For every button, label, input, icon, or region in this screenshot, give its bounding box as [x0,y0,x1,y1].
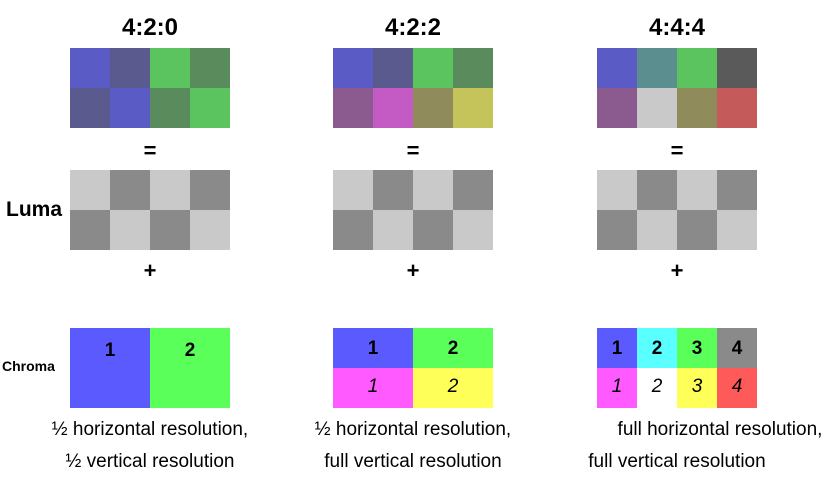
chroma-block-420-1: 1 [70,328,150,408]
chroma-block-422-top-2: 2 [413,328,493,368]
chroma-block-444-bottom-2: 2 [637,368,677,408]
luma-444-cell [677,170,717,210]
result-422-cell [373,48,413,88]
plus-sign-444: + [670,258,684,283]
chroma-block-444-top-2: 2 [637,328,677,368]
result-422-cell [413,48,453,88]
luma-422-cell [333,210,373,250]
plus-sign-422: + [406,258,420,283]
result-444-cell [677,48,717,88]
caption-420-line1: ½ horizontal resolution, [51,419,249,440]
result-422-cell [333,88,373,128]
result-422-cell [413,88,453,128]
chroma-block-444-bottom-3: 3 [677,368,717,408]
chroma-block-422-top-1: 1 [333,328,413,368]
chroma-block-444-bottom-1: 1 [597,368,637,408]
caption-444-line2: full vertical resolution [588,451,766,472]
luma-444-cell [637,170,677,210]
luma-420-cell [190,210,230,250]
result-444-cell [597,48,637,88]
chroma-block-444-top-4: 4 [717,328,757,368]
result-422-cell [453,88,493,128]
result-420-cell [150,88,190,128]
caption-422-line1: ½ horizontal resolution, [314,419,512,440]
chroma-block-420-2: 2 [150,328,230,408]
luma-422-cell [333,170,373,210]
luma-420-cell [70,210,110,250]
plus-sign-420: + [143,258,157,283]
luma-444-cell [597,210,637,250]
result-420-cell [70,48,110,88]
equals-sign-422: = [406,138,420,163]
result-420-cell [110,48,150,88]
luma-422-cell [413,170,453,210]
luma-420-cell [110,170,150,210]
luma-420-cell [150,170,190,210]
result-420-cell [190,48,230,88]
luma-420-cell [110,210,150,250]
caption-422-line2: full vertical resolution [324,451,502,472]
equals-sign-420: = [143,138,157,163]
result-420-cell [110,88,150,128]
luma-444-cell [597,170,637,210]
result-grid-444 [597,48,757,128]
result-444-cell [677,88,717,128]
chroma-block-444-bottom-4: 4 [717,368,757,408]
result-grid-422 [333,48,493,128]
chroma-block-444-top-3: 3 [677,328,717,368]
chroma-label: Chroma [2,358,55,374]
luma-420-cell [190,170,230,210]
panel-title-444: 4:4:4 [648,14,706,41]
result-420-cell [190,88,230,128]
result-422-cell [333,48,373,88]
result-420-cell [150,48,190,88]
result-420-cell [70,88,110,128]
chroma-block-422-bottom-1: 1 [333,368,413,408]
luma-label: Luma [6,198,63,221]
luma-grid-444 [597,170,757,250]
caption-420-line2: ½ vertical resolution [65,451,235,472]
luma-422-cell [373,210,413,250]
result-422-cell [453,48,493,88]
result-444-cell [717,48,757,88]
caption-444-line1: full horizontal resolution, [617,419,823,440]
chroma-block-444-top-1: 1 [597,328,637,368]
luma-422-cell [453,210,493,250]
luma-420-cell [150,210,190,250]
luma-444-cell [717,170,757,210]
result-444-cell [597,88,637,128]
panel-title-420: 4:2:0 [121,14,179,41]
luma-grid-422 [333,170,493,250]
result-444-cell [637,88,677,128]
luma-444-cell [637,210,677,250]
luma-420-cell [70,170,110,210]
result-444-cell [637,48,677,88]
equals-sign-444: = [670,138,684,163]
luma-422-cell [413,210,453,250]
chroma-block-422-bottom-2: 2 [413,368,493,408]
panel-title-422: 4:2:2 [384,14,442,41]
luma-444-cell [677,210,717,250]
result-422-cell [373,88,413,128]
luma-grid-420 [70,170,230,250]
luma-444-cell [717,210,757,250]
result-grid-420 [70,48,230,128]
luma-422-cell [373,170,413,210]
luma-422-cell [453,170,493,210]
result-444-cell [717,88,757,128]
